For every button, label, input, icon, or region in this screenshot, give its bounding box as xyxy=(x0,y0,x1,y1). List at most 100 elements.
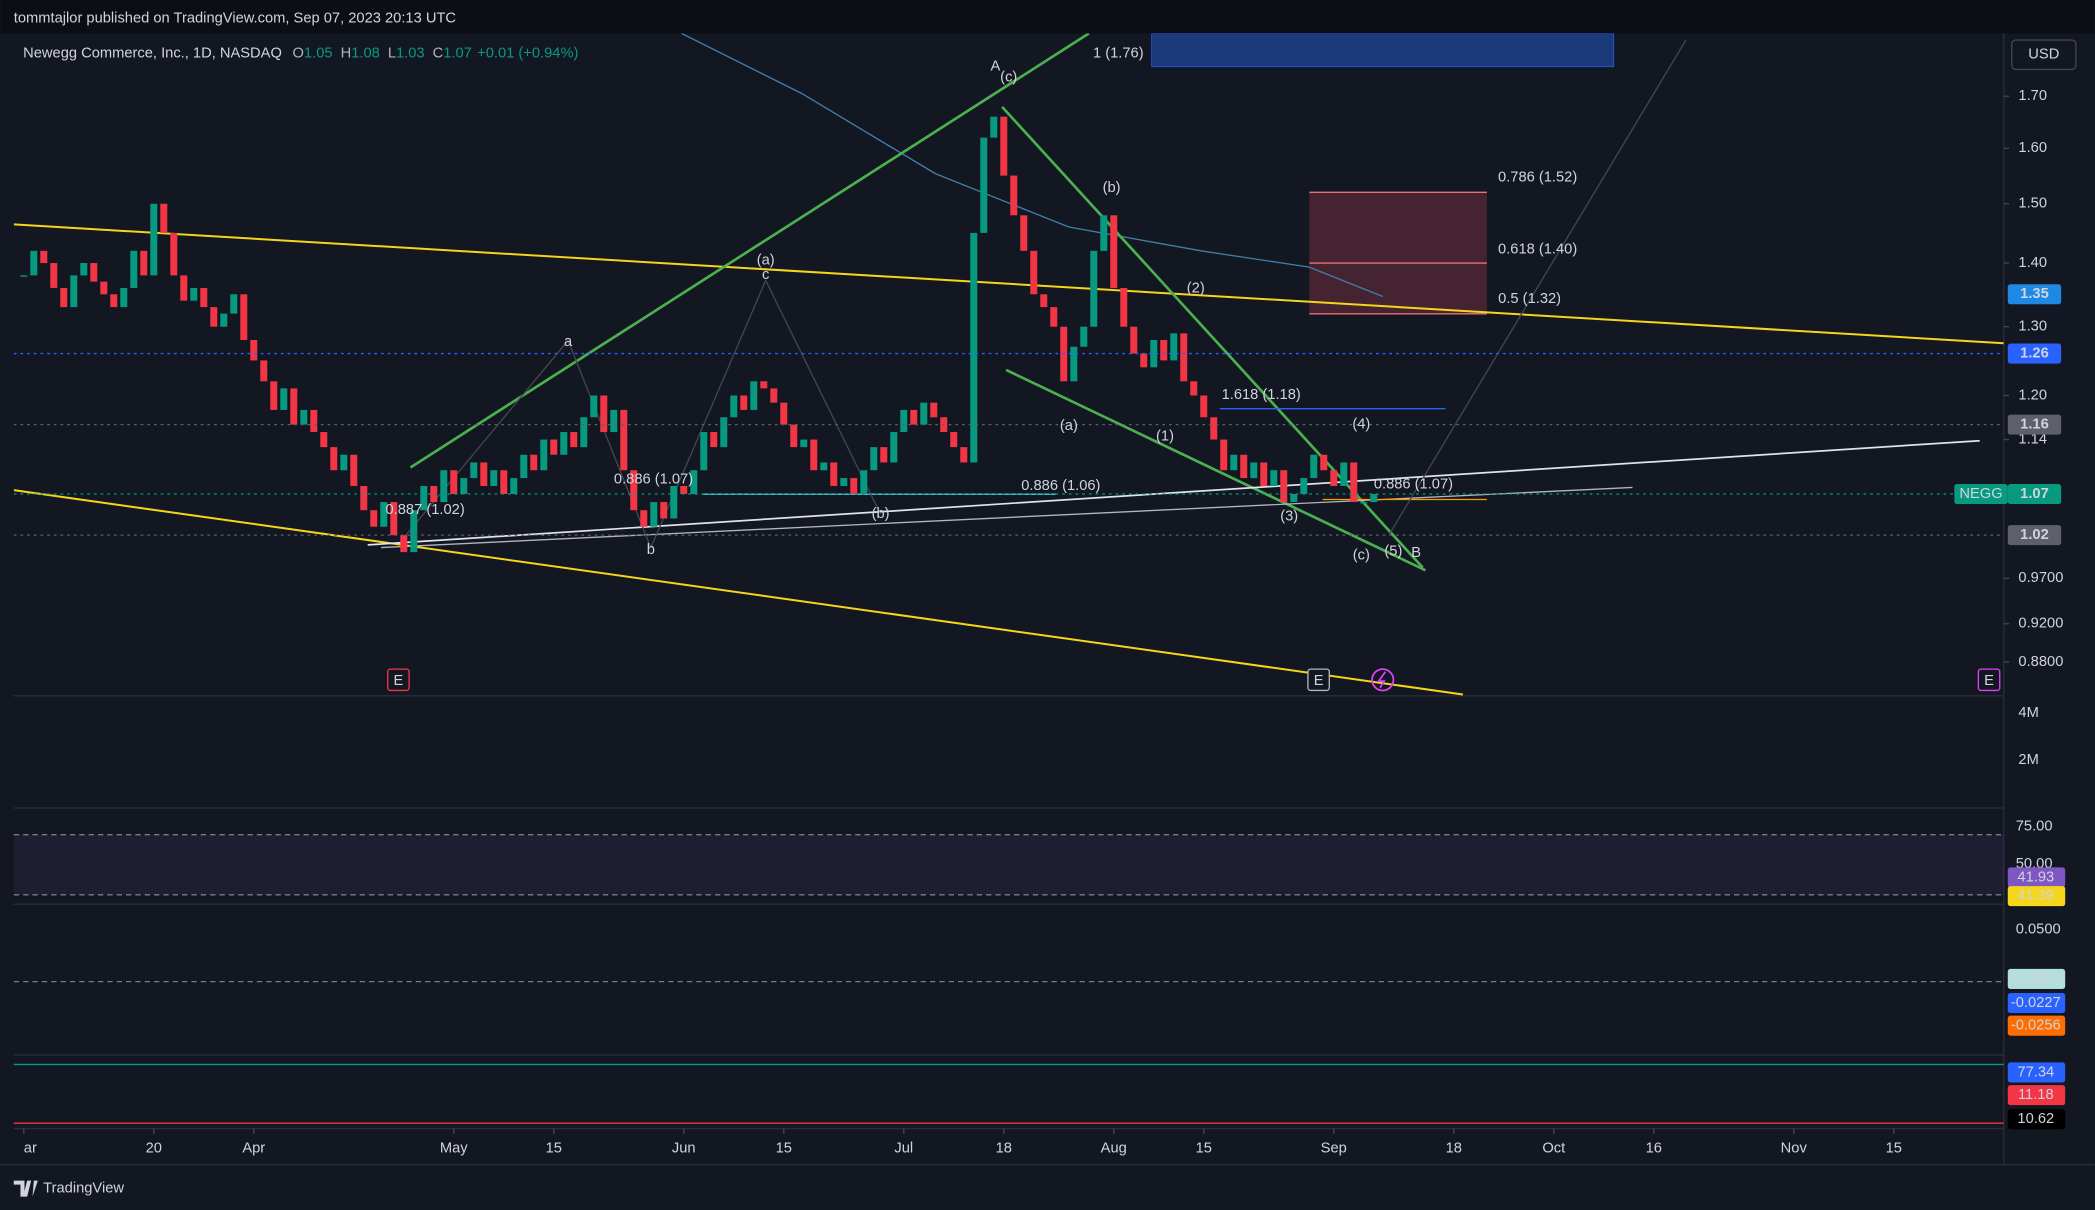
candle xyxy=(170,232,178,276)
indicator-badge xyxy=(2007,992,2066,1014)
candle xyxy=(880,447,888,463)
candle xyxy=(1110,215,1118,288)
indicator-badge-value: 0.0029 xyxy=(2013,971,2058,987)
indicator-badge-value: 10.62 xyxy=(2017,1111,2054,1127)
candle xyxy=(1290,494,1298,503)
price-badge xyxy=(2007,414,2062,435)
annotation: (b) xyxy=(1103,180,1121,196)
candle xyxy=(1080,326,1088,347)
annotation: 0.786 (1.52) xyxy=(1498,170,1577,186)
x-tick-label: 15 xyxy=(546,1140,562,1156)
candle xyxy=(1090,250,1098,327)
x-tick-label: 15 xyxy=(1196,1140,1212,1156)
candle xyxy=(20,275,28,277)
candles xyxy=(20,116,1378,553)
annotation: 0.886 (1.07) xyxy=(614,471,693,487)
x-tick-label: Apr xyxy=(242,1140,265,1156)
candle xyxy=(610,409,618,433)
candle xyxy=(1240,454,1248,479)
candle xyxy=(1180,333,1188,382)
candle xyxy=(500,470,508,495)
indicator-badge xyxy=(2007,1109,2066,1130)
candle xyxy=(430,486,438,503)
price-badge-value: 1.35 xyxy=(2020,286,2049,302)
event-badge xyxy=(387,668,410,692)
candle xyxy=(560,432,568,455)
candle xyxy=(270,381,278,410)
candle xyxy=(410,510,418,553)
symbol-badge-label: NEGG xyxy=(1959,486,2002,502)
annotation: A xyxy=(991,59,1001,75)
annotation: (2) xyxy=(1187,280,1205,296)
candle xyxy=(710,432,718,448)
open: 1.05 xyxy=(304,45,333,61)
x-tick-label: 18 xyxy=(1446,1140,1462,1156)
candle xyxy=(390,502,398,536)
candle xyxy=(1160,340,1168,361)
candle xyxy=(120,287,128,308)
candle xyxy=(1300,478,1308,495)
price-badge xyxy=(2007,483,2062,505)
candle xyxy=(90,263,98,282)
candle xyxy=(750,381,758,410)
x-tick-label: 15 xyxy=(1886,1140,1902,1156)
candle xyxy=(760,381,768,389)
x-tick-label: Jul xyxy=(894,1140,913,1156)
annotation: a xyxy=(564,334,573,350)
candle xyxy=(980,137,988,233)
candle xyxy=(440,470,448,503)
candle xyxy=(830,462,838,487)
y-tick-label: 0.9200 xyxy=(2018,616,2063,632)
candle xyxy=(1330,470,1338,487)
c-label: C xyxy=(433,45,444,61)
candle xyxy=(800,439,808,448)
y-tick-label: 1.20 xyxy=(2018,387,2047,403)
candle xyxy=(130,250,138,288)
candle xyxy=(110,294,118,308)
candle xyxy=(220,313,228,327)
candle xyxy=(920,402,928,425)
candle xyxy=(180,275,188,301)
currency-button[interactable] xyxy=(2011,39,2077,71)
candle xyxy=(490,470,498,487)
candle xyxy=(770,388,778,403)
annotation: (c) xyxy=(1353,547,1370,563)
candle xyxy=(210,307,218,327)
candle xyxy=(480,462,488,487)
candle xyxy=(1200,395,1208,418)
candle xyxy=(150,203,158,276)
candle xyxy=(450,470,458,495)
candle xyxy=(520,454,528,479)
candle xyxy=(1190,381,1198,396)
candle xyxy=(660,502,668,519)
indicator-badge-value: 11.18 xyxy=(2018,1087,2054,1103)
candle xyxy=(570,432,578,448)
candle xyxy=(1050,307,1058,327)
y-tick-label: 1.40 xyxy=(2018,255,2047,271)
x-tick-label: May xyxy=(440,1140,468,1156)
candle xyxy=(950,432,958,448)
event-label: E xyxy=(1984,673,1994,689)
candle xyxy=(540,439,548,471)
annotation: 0.618 (1.40) xyxy=(1498,242,1577,258)
candle xyxy=(260,360,268,382)
indicator-badge-value: -0.0256 xyxy=(2011,1018,2061,1034)
x-tick-label: 16 xyxy=(1646,1140,1662,1156)
candle xyxy=(650,502,658,527)
candle xyxy=(900,409,908,433)
currency[interactable]: USD xyxy=(2028,47,2059,63)
price-badge-value: 1.16 xyxy=(2020,416,2049,432)
candle xyxy=(580,417,588,448)
candle xyxy=(60,287,68,308)
volume-axis-label: 2M xyxy=(2018,752,2038,768)
candle xyxy=(930,402,938,418)
annotation: 1.618 (1.18) xyxy=(1222,387,1301,403)
candle xyxy=(50,263,58,288)
candle xyxy=(1010,175,1018,216)
drawings xyxy=(13,33,2004,696)
dividend-icon xyxy=(1371,668,1395,692)
annotation: c xyxy=(762,267,769,283)
pane-borders xyxy=(0,33,2095,1166)
x-tick-label: Sep xyxy=(1321,1140,1347,1156)
